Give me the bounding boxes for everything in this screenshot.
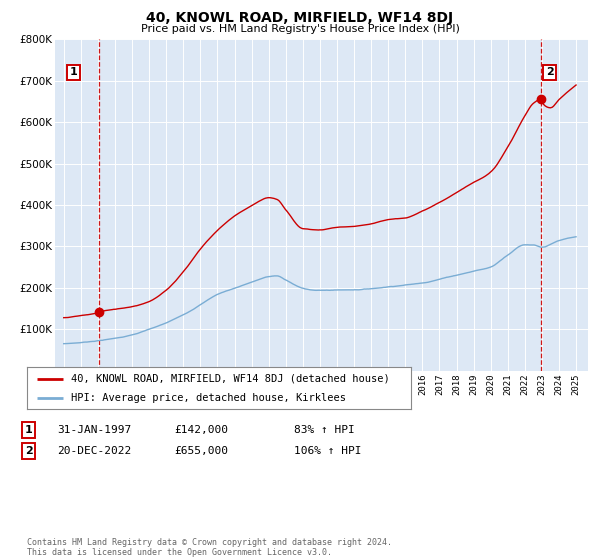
- Text: 2: 2: [546, 67, 554, 77]
- Text: £655,000: £655,000: [174, 446, 228, 456]
- Text: Contains HM Land Registry data © Crown copyright and database right 2024.
This d: Contains HM Land Registry data © Crown c…: [27, 538, 392, 557]
- Text: 40, KNOWL ROAD, MIRFIELD, WF14 8DJ (detached house): 40, KNOWL ROAD, MIRFIELD, WF14 8DJ (deta…: [71, 374, 390, 384]
- Text: 40, KNOWL ROAD, MIRFIELD, WF14 8DJ: 40, KNOWL ROAD, MIRFIELD, WF14 8DJ: [146, 11, 454, 25]
- Text: 1: 1: [25, 425, 32, 435]
- Text: HPI: Average price, detached house, Kirklees: HPI: Average price, detached house, Kirk…: [71, 393, 346, 403]
- Text: 2: 2: [25, 446, 32, 456]
- Text: 83% ↑ HPI: 83% ↑ HPI: [294, 425, 355, 435]
- Text: 20-DEC-2022: 20-DEC-2022: [57, 446, 131, 456]
- Text: Price paid vs. HM Land Registry's House Price Index (HPI): Price paid vs. HM Land Registry's House …: [140, 24, 460, 34]
- Text: 1: 1: [70, 67, 77, 77]
- Text: 31-JAN-1997: 31-JAN-1997: [57, 425, 131, 435]
- Text: £142,000: £142,000: [174, 425, 228, 435]
- Text: 106% ↑ HPI: 106% ↑ HPI: [294, 446, 361, 456]
